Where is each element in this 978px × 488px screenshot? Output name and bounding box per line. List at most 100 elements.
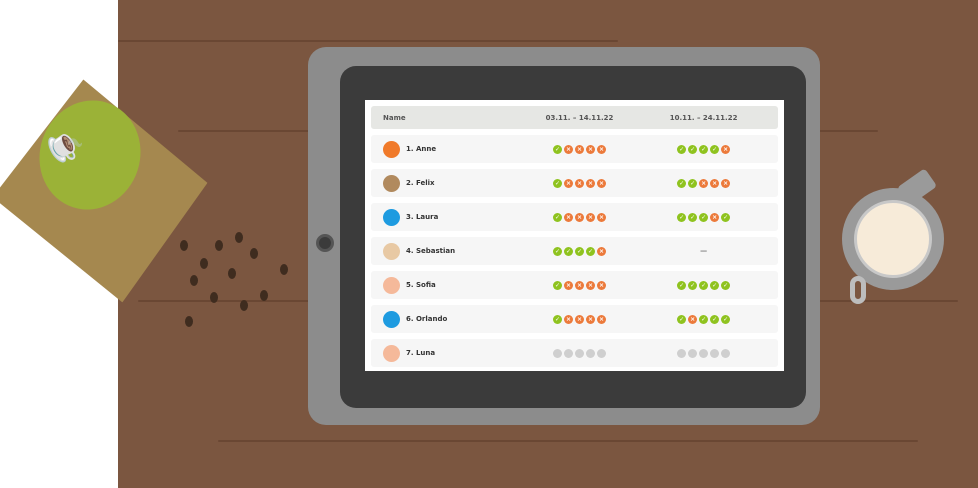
pending-icon bbox=[575, 348, 585, 358]
pending-icon bbox=[553, 348, 563, 358]
cross-icon: × bbox=[597, 280, 607, 290]
period-2-cell: ✓ ✓ ✓ × ✓ bbox=[629, 212, 778, 222]
pending-icon bbox=[688, 348, 698, 358]
check-icon: ✓ bbox=[688, 178, 698, 188]
period-1-cell bbox=[530, 348, 629, 358]
period-1-cell: ✓ × × × × bbox=[530, 314, 629, 324]
attendance-table: Name 03.11. – 14.11.22 10.11. – 24.11.22… bbox=[365, 100, 784, 371]
cross-icon: × bbox=[586, 280, 596, 290]
check-icon: ✓ bbox=[699, 314, 709, 324]
check-icon: ✓ bbox=[699, 144, 709, 154]
check-icon: ✓ bbox=[688, 212, 698, 222]
check-icon: ✓ bbox=[677, 212, 687, 222]
check-icon: ✓ bbox=[553, 212, 563, 222]
period-1-cell: ✓ × × × × bbox=[530, 212, 629, 222]
period-2-cell: ✓ ✓ ✓ ✓ × bbox=[629, 144, 778, 154]
check-icon: ✓ bbox=[553, 144, 563, 154]
table-header: Name 03.11. – 14.11.22 10.11. – 24.11.22 bbox=[371, 106, 778, 129]
table-row[interactable]: 4. Sebastian ✓ ✓ ✓ ✓ × — bbox=[371, 237, 778, 265]
cross-icon: × bbox=[564, 314, 574, 324]
student-name: 1. Anne bbox=[406, 145, 437, 153]
check-icon: ✓ bbox=[699, 212, 709, 222]
cross-icon: × bbox=[710, 212, 720, 222]
header-name[interactable]: Name bbox=[383, 113, 406, 122]
pending-icon bbox=[699, 348, 709, 358]
check-icon: ✓ bbox=[721, 280, 731, 290]
avatar bbox=[383, 140, 400, 158]
avatar bbox=[383, 344, 400, 362]
period-2-cell bbox=[629, 348, 778, 358]
cross-icon: × bbox=[699, 178, 709, 188]
avatar bbox=[383, 208, 400, 226]
cross-icon: × bbox=[721, 178, 731, 188]
table-row[interactable]: 6. Orlando ✓ × × × × ✓ × ✓ ✓ ✓ bbox=[371, 305, 778, 333]
student-name: 6. Orlando bbox=[406, 315, 448, 323]
cross-icon: × bbox=[564, 212, 574, 222]
check-icon: ✓ bbox=[677, 314, 687, 324]
cross-icon: × bbox=[564, 144, 574, 154]
table-row[interactable]: 7. Luna bbox=[371, 339, 778, 367]
table-row[interactable]: 3. Laura ✓ × × × × ✓ ✓ ✓ × ✓ bbox=[371, 203, 778, 231]
cross-icon: × bbox=[688, 314, 698, 324]
check-icon: ✓ bbox=[688, 280, 698, 290]
cross-icon: × bbox=[586, 314, 596, 324]
cross-icon: × bbox=[586, 144, 596, 154]
cross-icon: × bbox=[564, 178, 574, 188]
check-icon: ✓ bbox=[553, 280, 563, 290]
name-cell: 4. Sebastian bbox=[371, 242, 530, 260]
check-icon: ✓ bbox=[564, 246, 574, 256]
period-2-cell: ✓ ✓ × × × bbox=[629, 178, 778, 188]
cross-icon: × bbox=[597, 246, 607, 256]
cross-icon: × bbox=[597, 178, 607, 188]
period-2-cell: ✓ ✓ ✓ ✓ ✓ bbox=[629, 280, 778, 290]
cross-icon: × bbox=[575, 280, 585, 290]
cross-icon: × bbox=[597, 212, 607, 222]
name-cell: 1. Anne bbox=[371, 140, 530, 158]
avatar bbox=[383, 242, 400, 260]
cross-icon: × bbox=[597, 314, 607, 324]
pending-icon bbox=[710, 348, 720, 358]
pending-icon bbox=[677, 348, 687, 358]
table-row[interactable]: 1. Anne ✓ × × × × ✓ ✓ ✓ ✓ × bbox=[371, 135, 778, 163]
period-1-cell: ✓ × × × × bbox=[530, 178, 629, 188]
header-period-1[interactable]: 03.11. – 14.11.22 bbox=[545, 113, 614, 122]
no-data-dash: — bbox=[700, 247, 708, 255]
name-cell: 2. Felix bbox=[371, 174, 530, 192]
avatar bbox=[383, 310, 400, 328]
check-icon: ✓ bbox=[710, 314, 720, 324]
name-cell: 5. Sofia bbox=[371, 276, 530, 294]
check-icon: ✓ bbox=[575, 246, 585, 256]
milk bbox=[854, 200, 932, 278]
table-row[interactable]: 5. Sofia ✓ × × × × ✓ ✓ ✓ ✓ ✓ bbox=[371, 271, 778, 299]
milk-jug-handle bbox=[850, 276, 866, 304]
pending-icon bbox=[597, 348, 607, 358]
pending-icon bbox=[586, 348, 596, 358]
check-icon: ✓ bbox=[699, 280, 709, 290]
header-period-2[interactable]: 10.11. – 24.11.22 bbox=[669, 113, 738, 122]
check-icon: ✓ bbox=[586, 246, 596, 256]
name-cell: 6. Orlando bbox=[371, 310, 530, 328]
cross-icon: × bbox=[586, 212, 596, 222]
tablet-home-button[interactable] bbox=[316, 234, 334, 252]
check-icon: ✓ bbox=[688, 144, 698, 154]
check-icon: ✓ bbox=[677, 144, 687, 154]
cross-icon: × bbox=[575, 212, 585, 222]
cross-icon: × bbox=[586, 178, 596, 188]
check-icon: ✓ bbox=[553, 314, 563, 324]
check-icon: ✓ bbox=[677, 280, 687, 290]
pending-icon bbox=[564, 348, 574, 358]
student-name: 5. Sofia bbox=[406, 281, 436, 289]
cross-icon: × bbox=[564, 280, 574, 290]
period-1-cell: ✓ ✓ ✓ ✓ × bbox=[530, 246, 629, 256]
check-icon: ✓ bbox=[721, 212, 731, 222]
avatar bbox=[383, 174, 400, 192]
period-1-cell: ✓ × × × × bbox=[530, 144, 629, 154]
table-row[interactable]: 2. Felix ✓ × × × × ✓ ✓ × × × bbox=[371, 169, 778, 197]
student-name: 4. Sebastian bbox=[406, 247, 456, 255]
cross-icon: × bbox=[597, 144, 607, 154]
pending-icon bbox=[721, 348, 731, 358]
cross-icon: × bbox=[721, 144, 731, 154]
cross-icon: × bbox=[575, 314, 585, 324]
name-cell: 3. Laura bbox=[371, 208, 530, 226]
cross-icon: × bbox=[575, 178, 585, 188]
